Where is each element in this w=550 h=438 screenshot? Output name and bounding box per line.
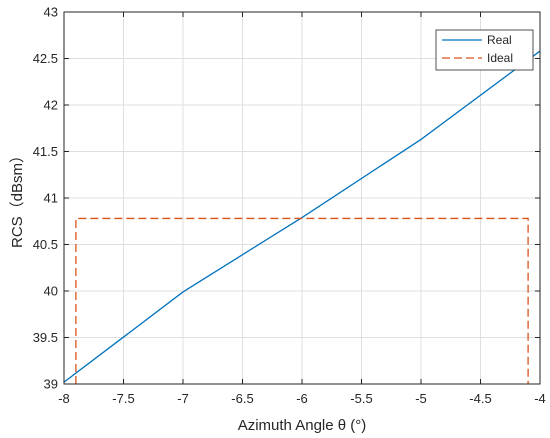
series-lines (63, 50, 541, 384)
y-tick-label: 41.5 (33, 144, 58, 159)
legend-label-ideal: Ideal (487, 51, 513, 65)
series-line-real (63, 50, 541, 383)
series-line-ideal (75, 217, 529, 384)
x-tick-label: -4 (534, 391, 546, 406)
x-tick-label: -7 (177, 391, 189, 406)
plot-frame (63, 11, 541, 385)
legend-box (435, 29, 534, 71)
y-tick-label: 41 (44, 191, 58, 206)
y-tick-label: 40.5 (33, 237, 58, 252)
legend: Real Ideal (435, 29, 534, 71)
x-axis-label: Azimuth Angle θ (°) (238, 417, 367, 434)
x-tick-label: -6 (296, 391, 308, 406)
legend-label-real: Real (487, 33, 512, 47)
y-tick-labels: 39 39.5 40 40.5 41 41.5 42 42.5 43 (33, 5, 58, 392)
x-tick-label: -5.5 (350, 391, 372, 406)
y-tick-label: 42 (44, 98, 58, 113)
y-tick-label: 39 (44, 377, 58, 392)
y-tick-label: 43 (44, 5, 58, 20)
y-tick-label: 40 (44, 284, 58, 299)
x-tick-label: -5 (415, 391, 427, 406)
y-tick-label: 39.5 (33, 330, 58, 345)
x-tick-labels: -8 -7.5 -7 -6.5 -6 -5.5 -5 -4.5 -4 (58, 391, 546, 406)
x-tick-label: -7.5 (112, 391, 134, 406)
y-axis-label: RCS（dBsm） (9, 148, 26, 248)
x-tick-label: -4.5 (469, 391, 491, 406)
x-tick-label: -6.5 (231, 391, 253, 406)
x-tick-label: -8 (58, 391, 70, 406)
y-tick-label: 42.5 (33, 51, 58, 66)
